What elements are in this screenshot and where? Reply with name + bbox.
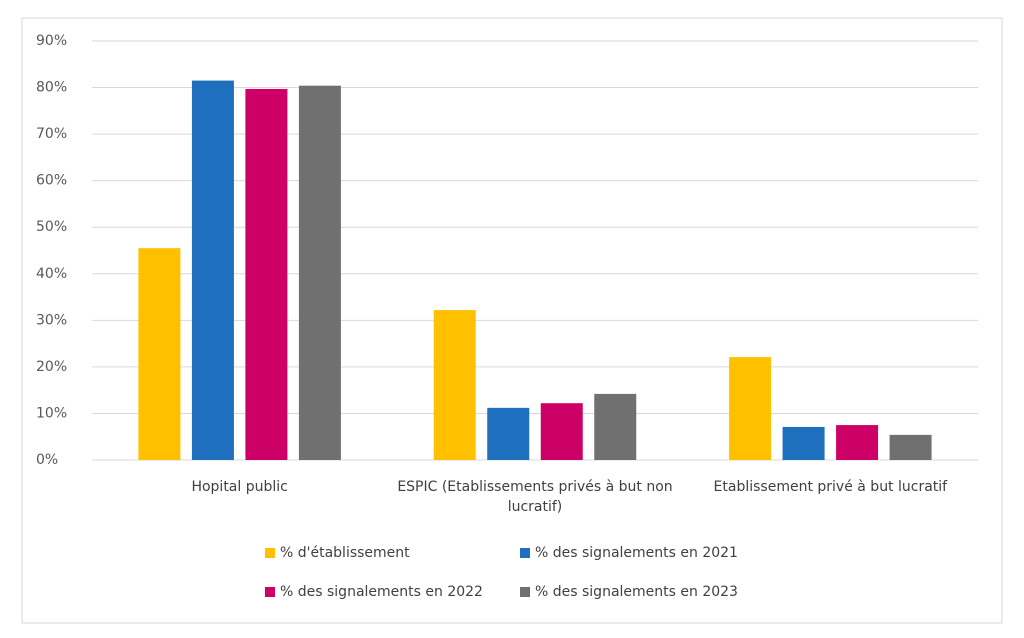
bar bbox=[245, 88, 288, 461]
y-tick-label: 10% bbox=[36, 405, 67, 421]
legend-item: % des signalements en 2021 bbox=[520, 543, 738, 563]
bar bbox=[487, 407, 530, 460]
y-tick-label: 40% bbox=[36, 266, 67, 282]
legend-item: % d'établissement bbox=[265, 543, 410, 563]
y-tick-label: 50% bbox=[36, 219, 67, 235]
y-tick-label: 90% bbox=[36, 33, 67, 49]
bar bbox=[782, 426, 825, 460]
y-tick-label: 60% bbox=[36, 173, 67, 189]
bar bbox=[540, 403, 583, 460]
bar bbox=[433, 310, 476, 460]
x-tick-label: Hopital public bbox=[191, 479, 288, 495]
x-tick-label: ESPIC (Etablissements privés à but non l… bbox=[397, 479, 673, 515]
y-tick-label: 20% bbox=[36, 359, 67, 375]
y-tick-label: 0% bbox=[36, 452, 58, 468]
y-tick-label: 30% bbox=[36, 312, 67, 328]
x-tick-label: Etablissement privé à but lucratif bbox=[713, 479, 948, 495]
legend-item: % des signalements en 2022 bbox=[265, 582, 483, 602]
bar bbox=[836, 425, 879, 460]
bar bbox=[729, 357, 772, 460]
legend-swatch bbox=[265, 548, 275, 558]
legend-swatch bbox=[265, 587, 275, 597]
legend-swatch bbox=[520, 548, 530, 558]
bar bbox=[138, 248, 181, 460]
y-tick-label: 70% bbox=[36, 126, 67, 142]
bar bbox=[191, 80, 234, 461]
legend-label: % des signalements en 2022 bbox=[280, 584, 483, 600]
legend-item: % des signalements en 2023 bbox=[520, 582, 738, 602]
y-tick-label: 80% bbox=[36, 80, 67, 96]
legend-label: % des signalements en 2021 bbox=[535, 545, 738, 561]
legend-label: % des signalements en 2023 bbox=[535, 584, 738, 600]
legend-swatch bbox=[520, 587, 530, 597]
legend-label: % d'établissement bbox=[280, 545, 410, 561]
bar bbox=[594, 393, 637, 460]
bar bbox=[298, 85, 341, 461]
bar bbox=[889, 434, 932, 460]
